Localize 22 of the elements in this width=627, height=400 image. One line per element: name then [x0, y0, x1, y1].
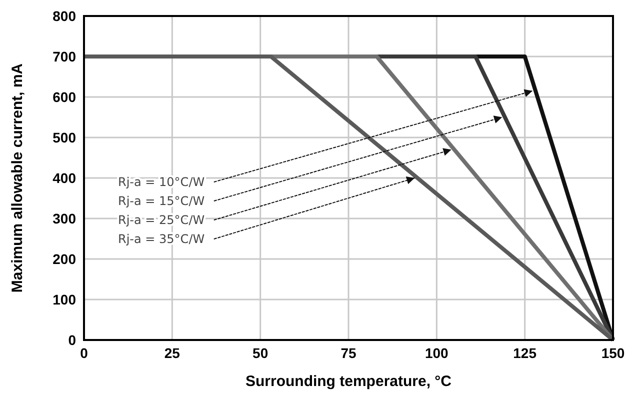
x-tick-label: 25	[164, 345, 180, 361]
x-tick-label: 150	[601, 345, 625, 361]
y-tick-label: 400	[52, 170, 76, 186]
annotation: Rj-a = 25°C/W	[118, 213, 205, 227]
y-tick-label: 500	[52, 130, 76, 146]
y-tick-label: 0	[68, 332, 76, 348]
y-tick-label: 800	[52, 8, 76, 24]
y-tick-label: 600	[52, 89, 76, 105]
y-tick-label: 300	[52, 210, 76, 226]
x-tick-label: 75	[340, 345, 356, 361]
y-tick-label: 200	[52, 251, 76, 267]
y-tick-label: 100	[52, 292, 76, 308]
annotation: Rj-a = 35°C/W	[118, 232, 205, 246]
x-tick-label: 125	[513, 345, 537, 361]
x-tick-label: 50	[252, 345, 268, 361]
annotation: Rj-a = 10°C/W	[118, 175, 205, 189]
y-tick-label: 700	[52, 48, 76, 64]
x-tick-label: 0	[80, 345, 88, 361]
annotation: Rj-a = 15°C/W	[118, 194, 205, 208]
x-axis-title: Surrounding temperature, °C	[245, 373, 452, 390]
x-tick-label: 100	[424, 345, 449, 361]
y-axis-title: Maximum allowable current, mA	[9, 63, 26, 293]
